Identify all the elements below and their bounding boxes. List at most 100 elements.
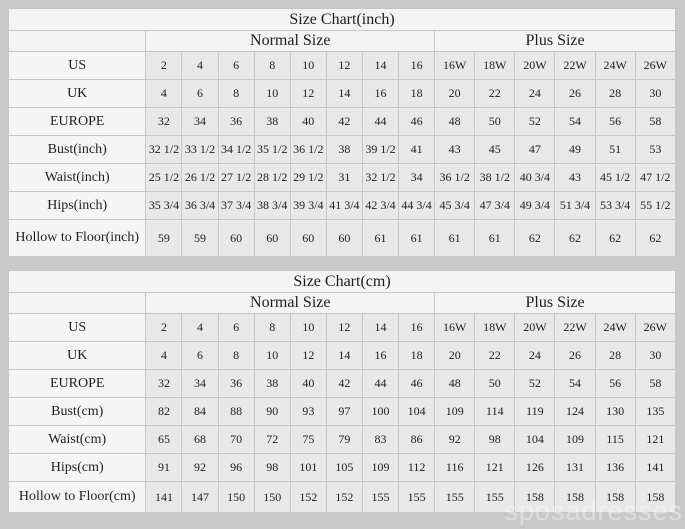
size-value-cell: 28 1/2 xyxy=(253,163,291,192)
size-value-cell: 88 xyxy=(217,397,255,426)
size-value-cell: 98 xyxy=(253,453,291,482)
size-value-cell: 84 xyxy=(181,397,219,426)
size-value-cell: 49 3/4 xyxy=(514,191,556,220)
size-value-cell: 40 xyxy=(289,369,327,398)
size-value-cell: 90 xyxy=(253,397,291,426)
size-value-cell: 53 3/4 xyxy=(594,191,636,220)
size-value-cell: 22 xyxy=(474,341,516,370)
size-value-cell: 58 xyxy=(634,369,677,398)
size-value-cell: 104 xyxy=(398,397,436,426)
size-value-cell: 39 3/4 xyxy=(289,191,327,220)
size-value-cell: 34 xyxy=(398,163,436,192)
size-value-cell: 58 xyxy=(634,107,677,136)
size-value-cell: 16 xyxy=(361,79,400,108)
size-value-cell: 109 xyxy=(554,425,596,454)
size-value-cell: 22W xyxy=(554,313,596,342)
size-value-cell: 59 xyxy=(181,219,219,257)
table-row: US 2 4 6 8 10 12 14 16 16W 18W 20W 22W 24W 26W xyxy=(7,51,677,80)
size-value-cell: 60 xyxy=(253,219,291,257)
size-value-cell: 86 xyxy=(398,425,436,454)
size-value-cell: 45 xyxy=(474,135,516,164)
size-value-cell: 2 xyxy=(145,51,183,80)
size-value-cell: 52 xyxy=(514,107,556,136)
size-value-cell: 119 xyxy=(514,397,556,426)
size-value-cell: 38 xyxy=(253,369,291,398)
table-row: Waist(inch) 25 1/2 26 1/2 27 1/2 28 1/2 29 1/… xyxy=(7,163,677,192)
size-value-cell: 51 xyxy=(594,135,636,164)
size-value-cell: 26W xyxy=(634,51,677,80)
size-value-cell: 141 xyxy=(145,481,183,513)
size-value-cell: 155 xyxy=(398,481,436,513)
size-value-cell: 100 xyxy=(361,397,400,426)
column-group-header: Plus Size xyxy=(434,292,676,314)
size-value-cell: 4 xyxy=(145,341,183,370)
size-value-cell: 41 xyxy=(398,135,436,164)
size-value-cell: 18 xyxy=(398,341,436,370)
size-value-cell: 60 xyxy=(325,219,363,257)
size-value-cell: 31 xyxy=(325,163,363,192)
size-value-cell: 22W xyxy=(554,51,596,80)
row-label: EUROPE xyxy=(7,107,147,136)
table-row: UK 4 6 8 10 12 14 16 18 20 22 24 26 28 30 xyxy=(7,341,677,370)
size-value-cell: 158 xyxy=(594,481,636,513)
size-value-cell: 98 xyxy=(474,425,516,454)
size-value-cell: 14 xyxy=(361,51,400,80)
size-value-cell: 92 xyxy=(181,453,219,482)
size-value-cell: 8 xyxy=(217,341,255,370)
size-value-cell: 155 xyxy=(434,481,476,513)
table-row: Bust(cm) 82 84 88 90 93 97 100 104 109 114 119 124 13… xyxy=(7,397,677,426)
size-value-cell: 20W xyxy=(514,313,556,342)
size-value-cell: 20W xyxy=(514,51,556,80)
size-value-cell: 16 xyxy=(361,341,400,370)
size-value-cell: 38 xyxy=(325,135,363,164)
size-value-cell: 26 xyxy=(554,79,596,108)
row-label: Hollow to Floor(cm) xyxy=(7,481,147,513)
size-value-cell: 16 xyxy=(398,313,436,342)
size-value-cell: 96 xyxy=(217,453,255,482)
size-chart-inch-table: Size Chart(inch) Normal Size Plus Size US 2 4… xyxy=(7,8,677,257)
corner-cell xyxy=(7,292,147,314)
size-value-cell: 158 xyxy=(634,481,677,513)
table-row: UK 4 6 8 10 12 14 16 18 20 22 24 26 28 30 xyxy=(7,79,677,108)
row-label: Waist(inch) xyxy=(7,163,147,192)
size-value-cell: 79 xyxy=(325,425,363,454)
size-value-cell: 51 3/4 xyxy=(554,191,596,220)
size-value-cell: 26W xyxy=(634,313,677,342)
size-value-cell: 28 xyxy=(594,341,636,370)
size-value-cell: 36 1/2 xyxy=(289,135,327,164)
size-value-cell: 61 xyxy=(361,219,400,257)
row-label: EUROPE xyxy=(7,369,147,398)
size-value-cell: 47 1/2 xyxy=(634,163,677,192)
size-value-cell: 18 xyxy=(398,79,436,108)
size-value-cell: 32 1/2 xyxy=(145,135,183,164)
size-value-cell: 121 xyxy=(474,453,516,482)
size-value-cell: 42 xyxy=(325,107,363,136)
size-value-cell: 18W xyxy=(474,313,516,342)
size-value-cell: 24W xyxy=(594,51,636,80)
size-value-cell: 40 xyxy=(289,107,327,136)
size-value-cell: 56 xyxy=(594,369,636,398)
row-label: UK xyxy=(7,79,147,108)
size-value-cell: 61 xyxy=(398,219,436,257)
size-value-cell: 42 3/4 xyxy=(361,191,400,220)
table-row: Hollow to Floor(inch) 59 59 60 60 60 60 61 61 61 6… xyxy=(7,219,677,257)
size-value-cell: 14 xyxy=(325,79,363,108)
size-value-cell: 124 xyxy=(554,397,596,426)
table-row: EUROPE 32 34 36 38 40 42 44 46 48 50 52 54 56 58 xyxy=(7,369,677,398)
size-value-cell: 18W xyxy=(474,51,516,80)
size-value-cell: 29 1/2 xyxy=(289,163,327,192)
size-value-cell: 83 xyxy=(361,425,400,454)
size-value-cell: 36 xyxy=(217,369,255,398)
size-value-cell: 16W xyxy=(434,51,476,80)
size-value-cell: 55 1/2 xyxy=(634,191,677,220)
row-label: UK xyxy=(7,341,147,370)
size-value-cell: 14 xyxy=(325,341,363,370)
size-value-cell: 116 xyxy=(434,453,476,482)
size-value-cell: 39 1/2 xyxy=(361,135,400,164)
row-label: Waist(cm) xyxy=(7,425,147,454)
size-value-cell: 20 xyxy=(434,79,476,108)
size-value-cell: 24W xyxy=(594,313,636,342)
size-value-cell: 45 1/2 xyxy=(594,163,636,192)
corner-cell xyxy=(7,30,147,52)
size-value-cell: 54 xyxy=(554,369,596,398)
